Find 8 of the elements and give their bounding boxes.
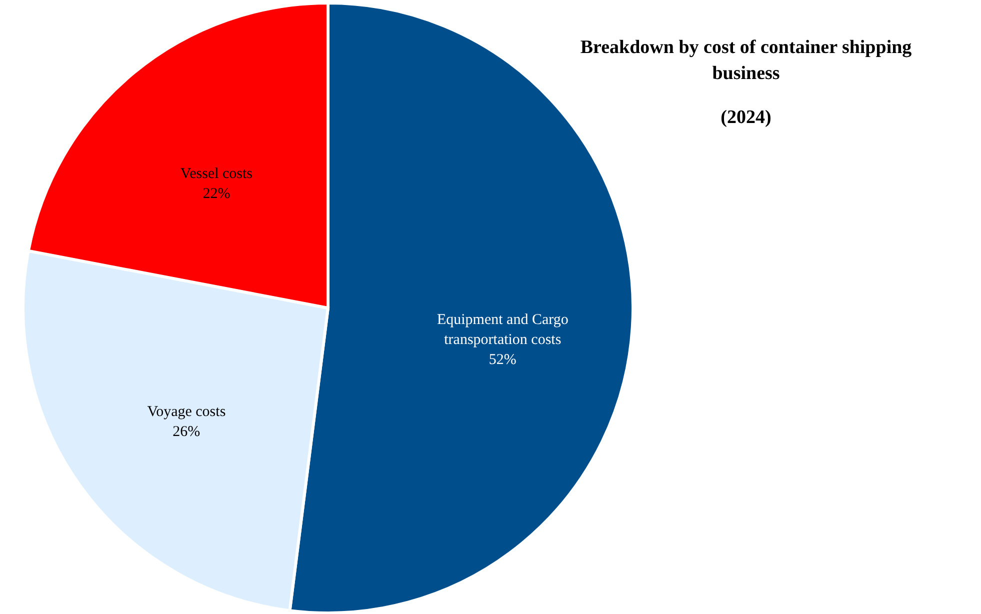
data-label: 22% bbox=[202, 186, 230, 202]
text: Breakdown by cost of container shipping business bbox=[580, 37, 912, 84]
data-label: 26% bbox=[172, 424, 200, 440]
slice-label: Voyage costs bbox=[147, 404, 226, 420]
text: (2024) bbox=[720, 107, 772, 128]
slice-label: Equipment and Cargo transportation costs bbox=[436, 312, 568, 348]
slice-label: Vessel costs bbox=[180, 166, 253, 182]
data-label: 52% bbox=[488, 352, 516, 368]
